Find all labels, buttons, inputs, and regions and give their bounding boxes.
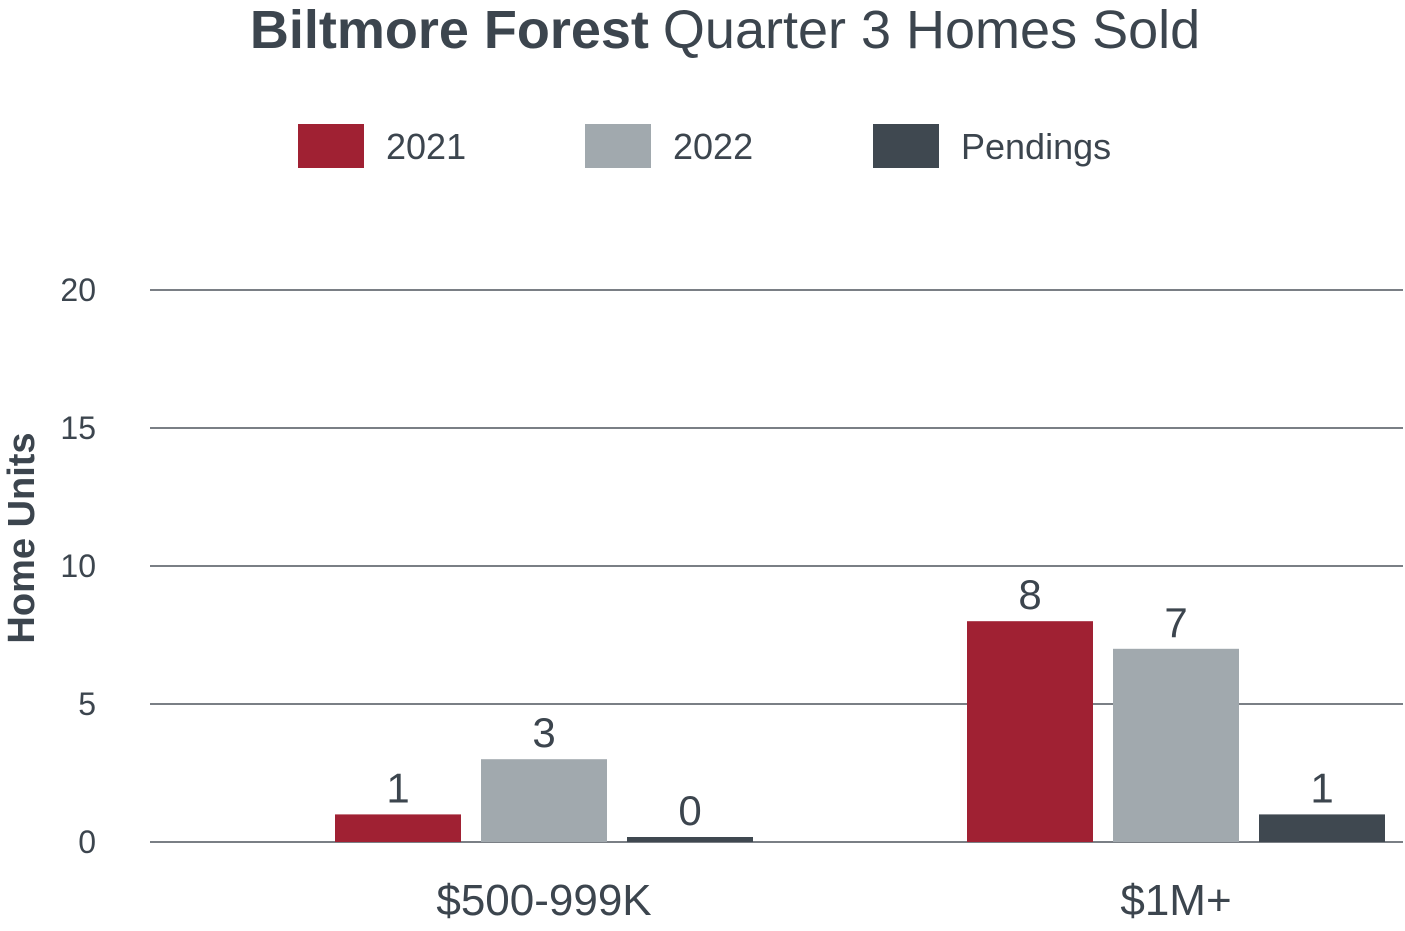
- legend-label: Pendings: [961, 126, 1111, 167]
- legend-label: 2021: [386, 126, 466, 167]
- y-axis-label: Home Units: [1, 432, 43, 643]
- data-label: 1: [386, 764, 409, 811]
- data-label: 7: [1164, 599, 1187, 646]
- y-tick-label: 15: [60, 410, 96, 446]
- legend-swatch: [298, 124, 364, 168]
- chart-title-bold: Biltmore Forest: [250, 0, 649, 60]
- x-category-label: $500-999K: [436, 876, 651, 925]
- chart-title: Biltmore Forest Quarter 3 Homes Sold: [250, 0, 1200, 60]
- data-label: 0: [678, 787, 701, 834]
- x-category-label: $1M+: [1120, 876, 1231, 925]
- legend-label: 2022: [673, 126, 753, 167]
- legend-swatch: [873, 124, 939, 168]
- bar: [967, 621, 1093, 842]
- data-label: 8: [1018, 571, 1041, 618]
- y-axis-ticks: 0 5 10 15 20: [60, 272, 96, 860]
- data-label: 1: [1310, 764, 1333, 811]
- y-tick-label: 10: [60, 548, 96, 584]
- legend-swatch: [585, 124, 651, 168]
- bar: [1113, 648, 1239, 842]
- bar: [1259, 814, 1385, 842]
- chart-title-rest: Quarter 3 Homes Sold: [663, 0, 1200, 60]
- bars: [335, 621, 1385, 842]
- bar: [627, 837, 753, 842]
- y-tick-label: 5: [78, 686, 96, 722]
- bar: [481, 759, 607, 842]
- data-labels: 1 3 0 8 7 1: [386, 571, 1333, 834]
- x-axis-categories: $500-999K $1M+: [436, 876, 1231, 925]
- y-tick-label: 20: [60, 272, 96, 308]
- data-label: 3: [532, 709, 555, 756]
- y-tick-label: 0: [78, 824, 96, 860]
- legend: 2021 2022 Pendings: [298, 124, 1111, 168]
- bar: [335, 814, 461, 842]
